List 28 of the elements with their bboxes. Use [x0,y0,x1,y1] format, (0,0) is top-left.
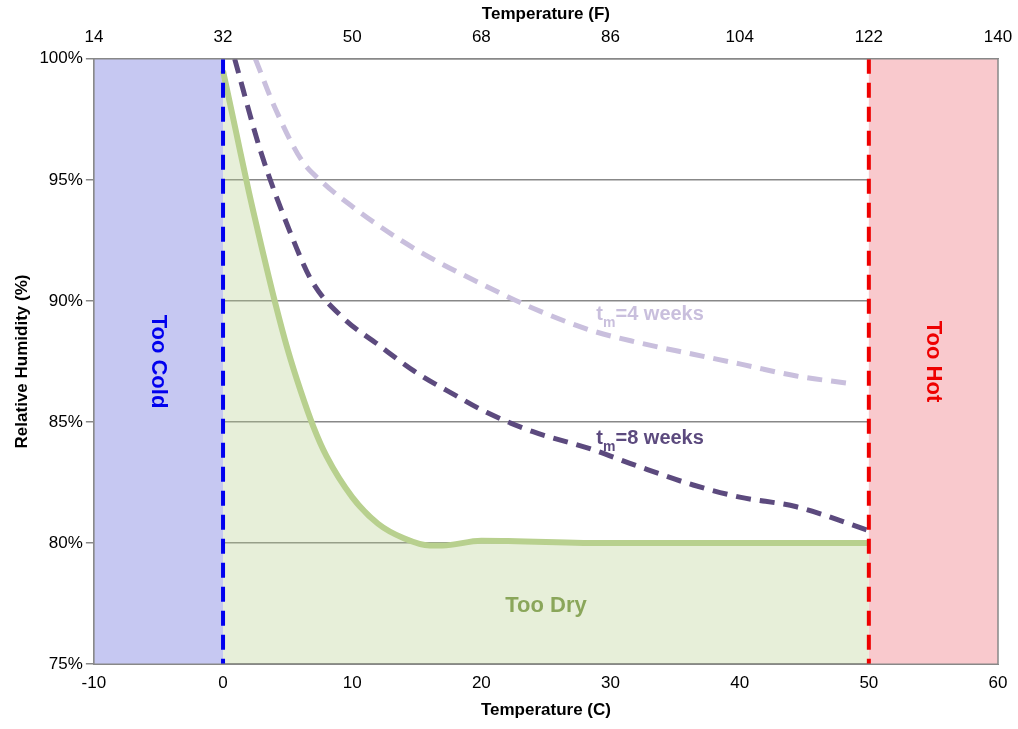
x-tick-label: 40 [730,673,750,693]
y-axis-title: Relative Humidity (%) [11,274,31,449]
x2-tick-label: 50 [342,27,362,47]
y-tick-label: 80% [48,532,83,552]
y-tick-label: 85% [48,411,83,431]
y-tick-label: 100% [39,48,83,68]
x-tick-label: -10 [81,673,107,693]
x-tick-label: 10 [342,673,362,693]
x-tick-label: 20 [471,673,491,693]
x-tick-label: 0 [218,673,228,693]
y-tick-label: 75% [48,653,83,673]
x2-tick-label: 140 [983,27,1013,47]
x-axis-title: Temperature (C) [480,700,611,720]
x2-tick-label: 14 [84,27,104,47]
annotation: Too Dry [505,591,588,617]
x2-tick-label: 122 [854,27,884,47]
x2-tick-label: 86 [601,27,620,47]
band-label: Too Cold [147,314,173,409]
x-tick-label: 50 [859,673,879,693]
band-label: Too Hot [922,320,948,403]
x-tick-label: 30 [601,673,620,693]
y-tick-label: 95% [48,169,83,189]
y-tick-label: 90% [48,290,83,310]
x2-tick-label: 68 [471,27,491,47]
x-tick-label: 60 [988,673,1008,693]
x2-tick-label: 32 [213,27,233,47]
x2-tick-label: 104 [725,27,754,47]
x2-axis-title: Temperature (F) [481,3,611,23]
